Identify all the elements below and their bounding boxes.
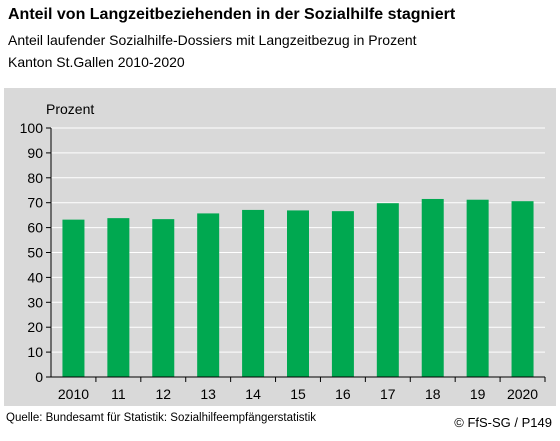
bar-15	[287, 210, 309, 377]
y-tick-label-90: 90	[27, 145, 43, 161]
y-tick-label-60: 60	[27, 220, 43, 236]
bar-2020	[511, 201, 534, 377]
x-tick-label-2010: 2010	[58, 386, 89, 402]
chart-title: Anteil von Langzeitbeziehenden in der So…	[8, 6, 456, 23]
chart-subtitle: Anteil laufender Sozialhilfe-Dossiers mi…	[8, 32, 417, 48]
bar-12	[152, 219, 175, 377]
y-tick-label-100: 100	[20, 120, 44, 136]
chart-panel: 0 10 20 30 40 50 60 70 80 90 100 2010 11 12 13 14 15 16 1…	[4, 88, 556, 406]
y-tick-label-10: 10	[27, 344, 43, 360]
bar-chart: 0 10 20 30 40 50 60 70 80 90 100 2010 11 12 13 14 15 16 1…	[20, 101, 546, 402]
bar-18	[421, 198, 444, 377]
y-tick-label-0: 0	[35, 369, 43, 385]
bar-17	[376, 203, 399, 377]
x-tick-label-2020: 2020	[507, 386, 538, 402]
y-tick-labels: 0 10 20 30 40 50 60 70 80 90 100	[20, 120, 44, 385]
y-tick-label-20: 20	[27, 319, 43, 335]
x-tick-label-17: 17	[380, 386, 396, 402]
y-tick-label-40: 40	[27, 269, 43, 285]
bar-19	[466, 199, 489, 377]
axes	[46, 127, 546, 382]
x-tick-label-14: 14	[245, 386, 261, 402]
bar-14	[242, 209, 265, 377]
y-tick-label-70: 70	[27, 195, 43, 211]
x-tick-label-13: 13	[200, 386, 216, 402]
y-axis-unit-label: Prozent	[46, 101, 94, 117]
bar-13	[197, 213, 220, 377]
x-tick-label-12: 12	[155, 386, 171, 402]
x-tick-label-19: 19	[470, 386, 486, 402]
y-tick-label-50: 50	[27, 245, 43, 261]
chart-region-period: Kanton St.Gallen 2010-2020	[8, 54, 185, 70]
x-tick-label-16: 16	[335, 386, 351, 402]
x-tick-label-11: 11	[111, 386, 126, 402]
x-tick-label-18: 18	[425, 386, 441, 402]
copyright-note: © FfS-SG / P149	[454, 415, 552, 430]
bar-11	[107, 218, 130, 377]
bar-16	[331, 211, 354, 377]
y-tick-label-80: 80	[27, 170, 43, 186]
bar-2010	[62, 219, 85, 377]
source-note: Quelle: Bundesamt für Statistik: Sozialh…	[6, 412, 317, 424]
x-tick-label-15: 15	[290, 386, 306, 402]
bars	[62, 198, 534, 377]
y-tick-label-30: 30	[27, 294, 43, 310]
x-tick-labels: 2010 11 12 13 14 15 16 17 18 19 2020	[58, 386, 538, 402]
